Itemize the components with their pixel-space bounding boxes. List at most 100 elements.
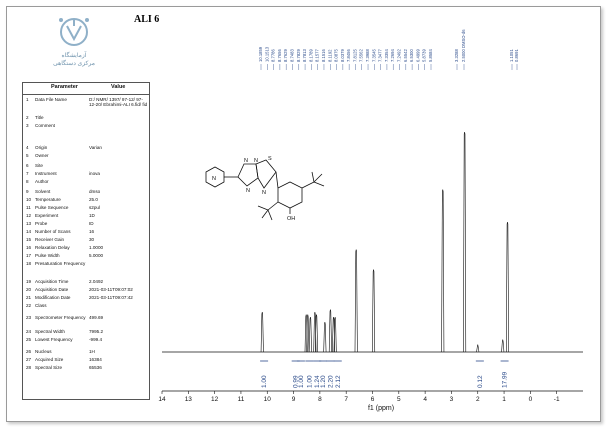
parameter-name: Presaturation Frequency xyxy=(35,261,86,266)
integral-layer: 1.00 0.991.00 1.00 1.241.20 2.20 2.12 0.12 17.9… xyxy=(260,360,509,388)
peak-label: 8.7829 xyxy=(296,49,301,62)
peak-label: 5.8739 xyxy=(422,49,427,62)
x-tick-label: 7 xyxy=(344,396,348,403)
parameter-row-number: 3 xyxy=(26,123,29,128)
parameter-name: Owner xyxy=(35,153,49,158)
chemical-structure xyxy=(205,159,325,221)
parameter-name: Receiver Gain xyxy=(35,237,65,242)
parameter-row-number: 12 xyxy=(26,213,32,218)
parameter-name: Lowest Frequency xyxy=(35,337,73,342)
parameter-row-number: 13 xyxy=(26,221,32,226)
parameter-row-number: 5 xyxy=(26,153,29,158)
spectrum-peak xyxy=(260,311,264,353)
parameter-value: dmso xyxy=(89,189,101,194)
x-tick-label: 3 xyxy=(450,396,454,403)
spectrum-peak xyxy=(476,344,480,353)
parameter-name: Nucleus xyxy=(35,349,52,354)
parameter-name: Probe xyxy=(35,221,48,226)
peak-label: 6.5300 xyxy=(409,49,414,62)
integral-label: 1.24 xyxy=(314,375,321,388)
parameter-name: Origin xyxy=(35,145,48,150)
spectrum-peak xyxy=(333,316,337,353)
parameter-row-number: 2 xyxy=(26,115,29,120)
peak-label: 7.8125 xyxy=(352,49,357,62)
peak-label: 7.2492 xyxy=(397,49,402,62)
parameter-name: Acquisition Time xyxy=(35,279,69,284)
peak-label: 8.7629 xyxy=(283,49,288,62)
phenyl-ring xyxy=(277,181,303,209)
parameter-value: 2.0492 xyxy=(89,279,104,284)
peak-label: 6.4999 xyxy=(415,49,420,62)
x-tick-label: -1 xyxy=(554,396,560,403)
parameter-row-number: 6 xyxy=(26,163,29,168)
parameter-name: Spectral Width xyxy=(35,329,65,334)
parameter-row-number: 1 xyxy=(26,97,29,102)
structure-atom-labels: N N N N S N OH xyxy=(212,156,295,222)
parameter-name: Author xyxy=(35,179,49,184)
parameter-name: Data File Name xyxy=(35,97,67,102)
peak-label: 10.1513 xyxy=(264,46,269,62)
integral-label: 1.20 xyxy=(320,375,327,388)
spectrum-peak xyxy=(505,221,509,353)
parameter-value: 5.0000 xyxy=(89,253,104,258)
parameter-value: ID xyxy=(89,221,94,226)
parameter-value: 2021-03-11T09:07:02 xyxy=(89,287,133,292)
parameter-row-number: 20 xyxy=(26,287,32,292)
parameter-value: 1D xyxy=(89,213,95,218)
integral-label: 17.99 xyxy=(502,371,509,388)
integral-label: 0.12 xyxy=(477,375,484,388)
x-tick-label: 14 xyxy=(158,396,166,403)
parameter-value: 25.0 xyxy=(89,197,98,202)
parameter-name: Acquired Size xyxy=(35,357,64,362)
trace-layer xyxy=(162,131,583,353)
peak-label: 8.1516 xyxy=(321,49,326,62)
parameter-value: 2021-03-11T09:07:42 xyxy=(89,295,133,300)
integral-label: 1.00 xyxy=(298,375,305,388)
parameter-row-number: 14 xyxy=(26,229,32,234)
parameter-name: Spectrometer Frequency xyxy=(35,315,86,320)
x-tick-label: 4 xyxy=(423,396,427,403)
peak-label: 0.8691 xyxy=(514,49,519,62)
parameter-value: -999.4 xyxy=(89,337,103,342)
atom-label-pyridine-n: N xyxy=(212,176,216,182)
peak-label: 7.3354 xyxy=(384,49,389,62)
x-tick-label: 8 xyxy=(318,396,322,403)
spectrum-peak xyxy=(441,189,445,353)
parameter-row-number: 25 xyxy=(26,337,32,342)
spectrum-peak xyxy=(328,309,332,353)
parameter-value: 16384 xyxy=(89,357,102,362)
atom-label-thiadiazole-n: N xyxy=(262,190,266,196)
peak-label: 8.1789 xyxy=(308,49,313,62)
spectrum-peak xyxy=(463,131,467,353)
x-tick-label: 0 xyxy=(529,396,533,403)
parameter-row-number: 15 xyxy=(26,237,32,242)
peak-label: 7.3545 xyxy=(371,49,376,62)
integral-label: 2.20 xyxy=(327,375,334,388)
parameter-name: Number of Scans xyxy=(35,229,71,234)
parameter-name: Modification Date xyxy=(35,295,71,300)
parameter-value: 30 xyxy=(89,237,95,242)
parameter-row-number: 21 xyxy=(26,295,32,300)
integral-label: 1.00 xyxy=(261,375,268,388)
parameter-row-number: 4 xyxy=(26,145,29,150)
x-axis: 14 13 12 11 10 9 8 7 6 5 4 3 2 1 0 -1 xyxy=(158,390,583,403)
spectrum-peak xyxy=(501,339,505,353)
peak-label: 8.7656 xyxy=(277,49,282,62)
atom-label-hydroxyl: OH xyxy=(287,216,295,222)
parameter-row-number: 19 xyxy=(26,279,32,284)
parameter-name: Pulse Width xyxy=(35,253,60,258)
parameter-row-number: 10 xyxy=(26,197,32,202)
integral-label: 2.12 xyxy=(335,375,342,388)
parameter-row-number: 7 xyxy=(26,171,29,176)
peak-label: 8.1577 xyxy=(315,49,320,62)
parameter-name: Acquisition Date xyxy=(35,287,69,292)
peak-label: 10.1859 xyxy=(258,46,263,62)
x-tick-label: 11 xyxy=(238,396,245,403)
parameter-row-number: 23 xyxy=(26,315,32,320)
parameter-row-number: 8 xyxy=(26,179,29,184)
thiadiazole-ring xyxy=(255,159,277,189)
peak-label: 3.3288 xyxy=(454,49,459,62)
logo-mark-icon xyxy=(66,25,82,42)
parameter-value: 1H xyxy=(89,349,95,354)
peak-label: 8.7786 xyxy=(271,49,276,62)
